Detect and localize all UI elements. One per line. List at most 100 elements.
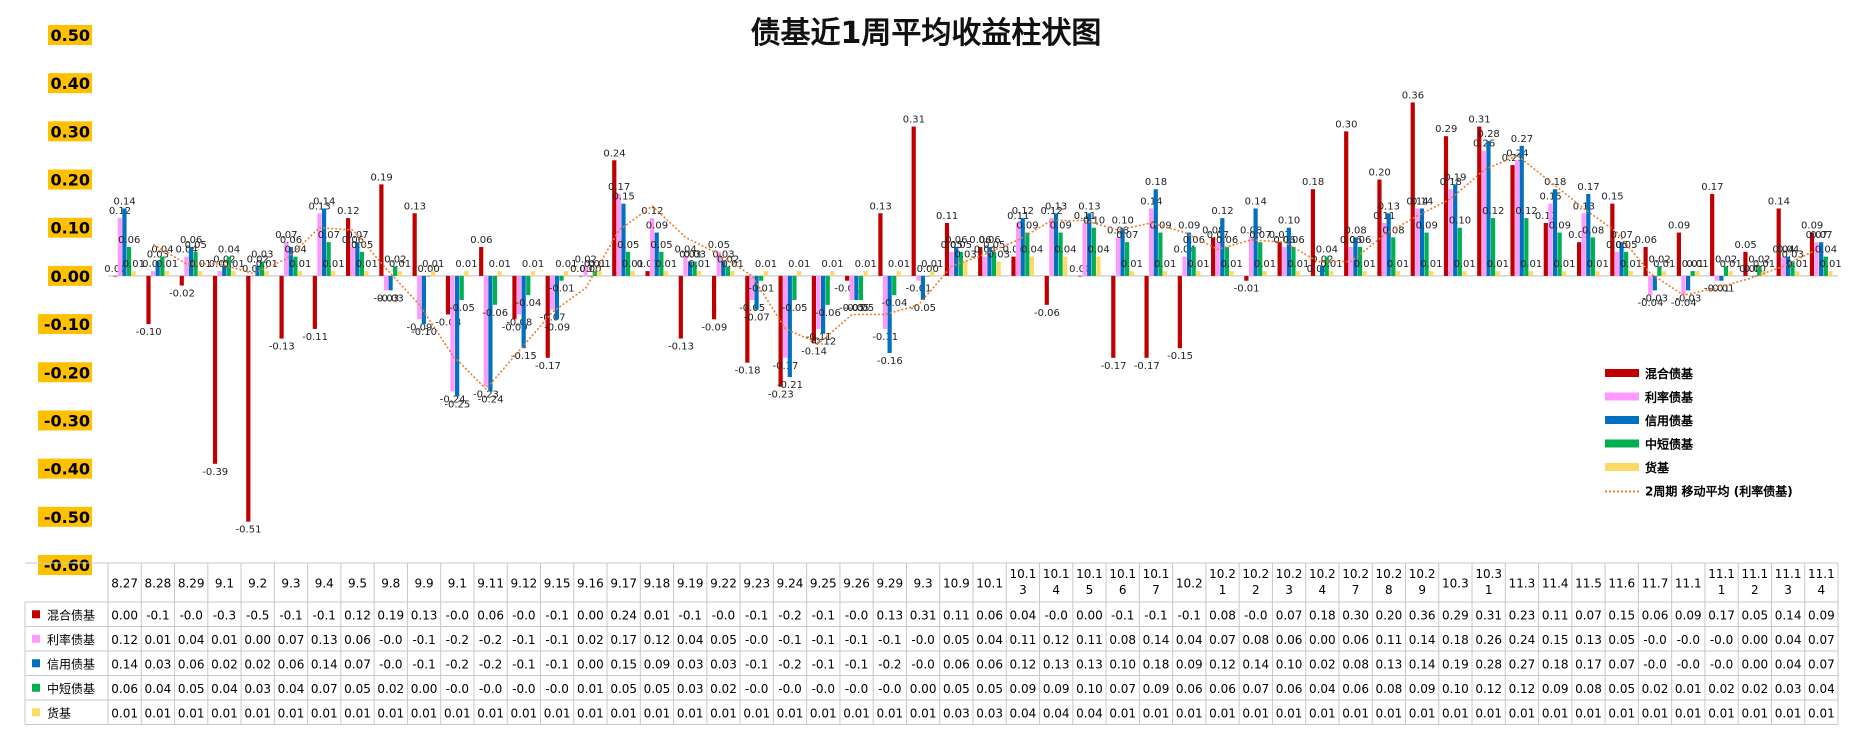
data-label: 0.08	[1202, 225, 1224, 236]
bar	[1125, 242, 1130, 276]
data-label: 0.04	[175, 245, 197, 256]
data-label: -0.06	[1034, 308, 1060, 319]
bar	[1244, 275, 1249, 281]
x-category-label: 10.3	[1475, 567, 1502, 581]
data-label: 0.29	[1435, 124, 1457, 135]
table-cell: -0.2	[878, 657, 901, 671]
bar	[759, 275, 764, 281]
table-cell: 0.12	[1475, 682, 1502, 696]
data-label: 0.28	[1478, 129, 1500, 140]
table-cell: 0.12	[1509, 682, 1536, 696]
data-label: -0.09	[544, 322, 570, 333]
table-cell: 0.05	[710, 633, 737, 647]
x-category-label: 7	[1352, 583, 1360, 597]
data-label: -0.03	[378, 293, 404, 304]
table-cell: 0.06	[1642, 608, 1669, 622]
data-label: 0.12	[1515, 206, 1537, 217]
data-label: 0.06	[1273, 235, 1295, 246]
table-cell: -0.0	[911, 657, 934, 671]
data-label: 0.06	[1183, 235, 1205, 246]
table-cell: 0.12	[111, 633, 138, 647]
table-cell: 0.01	[1675, 706, 1702, 720]
bar	[383, 275, 389, 291]
data-label: 0.03	[251, 249, 273, 260]
data-label: 0.05	[1615, 240, 1637, 251]
data-label: 0.04	[1316, 245, 1338, 256]
bar	[1685, 275, 1691, 291]
bar	[550, 275, 555, 310]
bar	[1419, 208, 1425, 276]
table-cell: 0.01	[644, 706, 671, 720]
data-label: 0.13	[1573, 201, 1595, 212]
data-label: 0.24	[1506, 148, 1528, 159]
y-tick-bg	[48, 73, 92, 94]
data-label: 0.01	[1320, 259, 1342, 270]
table-cell: 0.13	[1043, 657, 1070, 671]
bar	[763, 271, 768, 276]
data-label: -0.08	[435, 317, 461, 328]
bar	[1610, 203, 1615, 276]
bar	[346, 218, 351, 276]
x-category-label: 11.4	[1542, 577, 1569, 591]
bar	[321, 208, 327, 276]
bar	[1016, 222, 1021, 276]
table-cell: 0.01	[377, 706, 404, 720]
table-cell: 0.03	[1775, 682, 1802, 696]
x-category-label: 9.26	[843, 577, 870, 591]
bar	[564, 271, 569, 276]
table-cell: 0.17	[610, 633, 637, 647]
table-cell: 0.07	[1808, 633, 1835, 647]
table-cell: -0.0	[1244, 608, 1267, 622]
bar	[526, 275, 531, 296]
bar	[1277, 242, 1282, 276]
data-label: 0.02	[384, 254, 406, 265]
bar	[1576, 242, 1582, 276]
bar	[1144, 275, 1149, 358]
x-category-label: 9.2	[248, 577, 267, 591]
data-label: 0.13	[1078, 201, 1100, 212]
bar	[1486, 141, 1491, 276]
data-label: 0.03	[954, 249, 976, 260]
data-label: 0.01	[1682, 259, 1704, 270]
table-cell: 0.02	[1708, 682, 1735, 696]
data-label: 0.02	[717, 254, 739, 265]
table-cell: 0.15	[610, 657, 637, 671]
table-cell: 0.01	[777, 706, 804, 720]
data-label: -0.01	[748, 284, 774, 295]
x-category-label: 9.16	[577, 577, 604, 591]
table-cell: 0.01	[1808, 706, 1835, 720]
data-label: 0.01	[422, 259, 444, 270]
data-label: 0.06	[1635, 235, 1657, 246]
data-label: 0.08	[1582, 225, 1604, 236]
bar	[1120, 227, 1125, 276]
table-cell: 0.10	[1276, 657, 1303, 671]
data-label: -0.11	[806, 332, 832, 343]
bar	[488, 275, 493, 392]
data-label: 0.07	[275, 230, 297, 241]
table-cell: 0.05	[1608, 633, 1635, 647]
bar	[1448, 189, 1453, 276]
data-label: 0.09	[1801, 221, 1823, 232]
table-cell: -0.0	[379, 633, 402, 647]
table-cell: -0.0	[845, 682, 868, 696]
table-cell: -0.1	[412, 633, 435, 647]
bar	[126, 247, 132, 276]
table-cell: 0.30	[1342, 608, 1369, 622]
table-legend-key	[32, 634, 40, 643]
data-label: 0.17	[608, 182, 630, 193]
bar	[1058, 232, 1063, 276]
data-label: -0.11	[872, 332, 898, 343]
bar	[911, 126, 916, 276]
table-cell: 0.01	[910, 706, 937, 720]
table-cell: -0.1	[545, 657, 568, 671]
bar	[297, 271, 303, 276]
table-cell: -0.1	[845, 633, 868, 647]
table-cell: -0.0	[1044, 608, 1067, 622]
bar	[1025, 232, 1030, 276]
data-label: 0.01	[1553, 259, 1575, 270]
data-label: 0.08	[1107, 225, 1129, 236]
bar	[1776, 208, 1781, 276]
data-label: 0.06	[1340, 235, 1362, 246]
data-label: 0.02	[1715, 254, 1737, 265]
table-cell: 0.01	[278, 706, 305, 720]
